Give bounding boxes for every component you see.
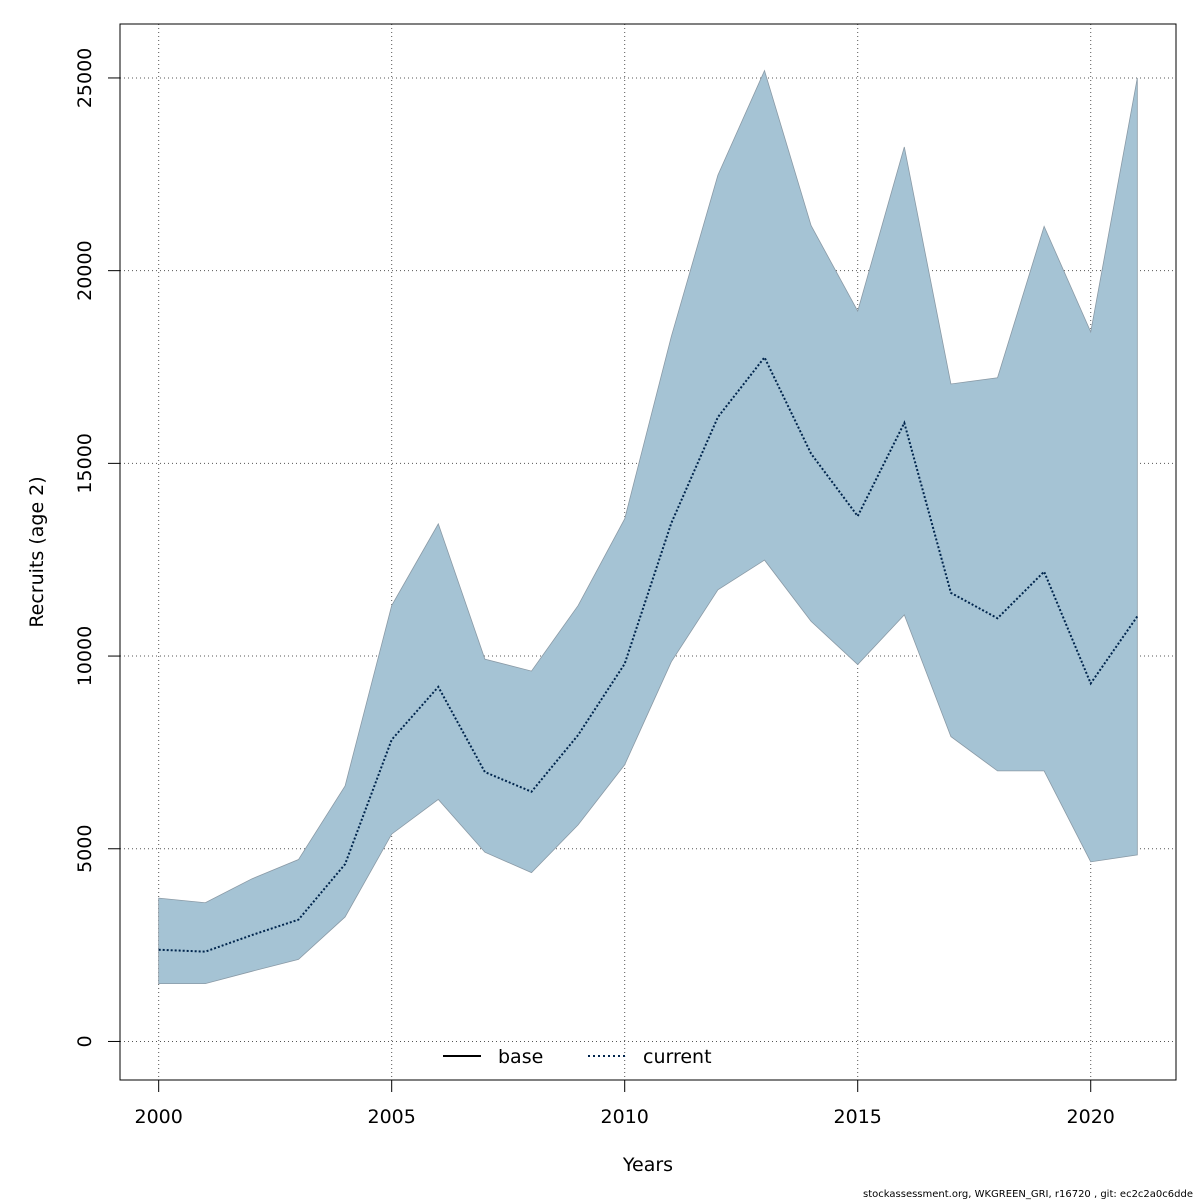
legend-label-current: current	[643, 1046, 712, 1068]
y-tick-label: 5000	[74, 825, 96, 873]
x-tick-label: 2000	[134, 1106, 182, 1128]
x-axis: 2000 2005 2010 2015 2020	[134, 1079, 1115, 1128]
footer-credit: stockassessment.org, WKGREEN_GRI, r16720…	[863, 1189, 1193, 1200]
series-line-current	[158, 355, 1139, 953]
y-tick-label: 0	[74, 1035, 96, 1047]
y-axis: 0 5000 10000 15000 20000 25000	[74, 48, 121, 1048]
y-tick-label: 15000	[74, 433, 96, 493]
x-axis-title: Years	[622, 1154, 673, 1176]
y-tick-label: 10000	[74, 626, 96, 686]
x-tick-label: 2005	[368, 1106, 416, 1128]
x-tick-label: 2020	[1067, 1106, 1115, 1128]
x-tick-label: 2015	[834, 1106, 882, 1128]
y-tick-label: 25000	[74, 48, 96, 108]
legend-label-base: base	[498, 1046, 543, 1068]
x-tick-label: 2010	[601, 1106, 649, 1128]
y-axis-title: Recruits (age 2)	[26, 476, 48, 627]
confidence-band	[158, 69, 1138, 985]
y-tick-label: 20000	[74, 240, 96, 300]
legend: base current	[443, 1046, 712, 1068]
